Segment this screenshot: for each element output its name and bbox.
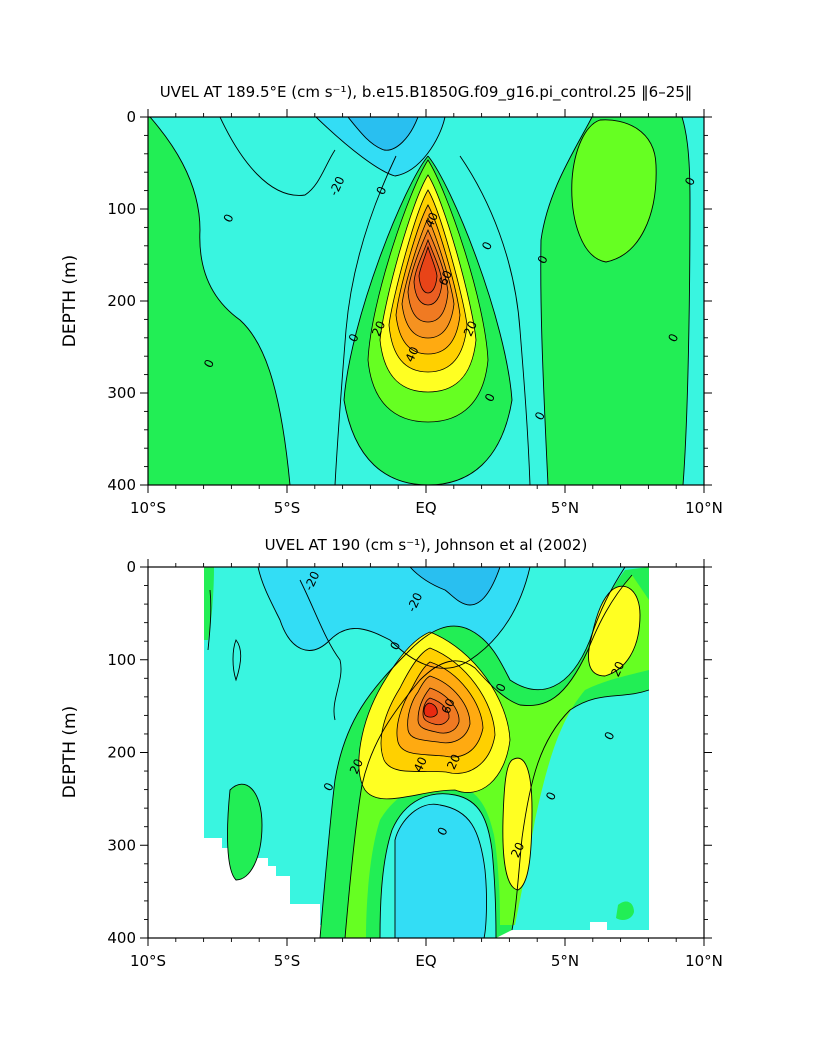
contour-lines-observations — [207, 567, 650, 938]
y-tick-label: 400 — [107, 929, 136, 947]
axes-observations: 10°S 5°S EQ 5°N 10°N 0 100 200 300 400 — [107, 558, 723, 970]
x-tick-label: 5°N — [551, 499, 579, 517]
patch-west-edge-obs — [204, 567, 214, 640]
contour-label: 40 — [411, 755, 430, 775]
contour-label: 60 — [436, 268, 455, 288]
contour-label: 60 — [439, 696, 458, 716]
y-tick-label: 200 — [107, 292, 136, 310]
contour-label: 20 — [347, 757, 366, 777]
y-axis-label-model: DEPTH (m) — [60, 255, 80, 347]
y-tick-label: 300 — [107, 836, 136, 854]
patch-south-obs — [227, 784, 262, 880]
euc-lens-obs — [358, 631, 511, 800]
band-necc-core — [571, 119, 657, 263]
y-tick-label: 200 — [107, 744, 136, 762]
contour-label: 20 — [608, 659, 627, 679]
band-necc-obs — [588, 586, 640, 676]
contour-fill-model — [148, 117, 704, 485]
x-tick-label: 10°N — [685, 499, 723, 517]
patch-northeast-obs — [616, 901, 634, 920]
contour-label: 20 — [508, 840, 527, 860]
panel-title-observations: UVEL AT 190 (cm s⁻¹), Johnson et al (200… — [265, 536, 588, 554]
contour-fill-observations — [204, 567, 649, 938]
y-tick-label: 100 — [107, 200, 136, 218]
contour-label: 20 — [369, 319, 388, 339]
axes-model: 10°S 5°S EQ 5°N 10°N 0 100 200 300 400 — [107, 108, 723, 517]
band-zero-south — [148, 117, 290, 485]
y-axis-label-observations: DEPTH (m) — [60, 706, 80, 798]
contour-label: 40 — [422, 210, 441, 230]
y-tick-label: 0 — [126, 558, 136, 576]
y-tick-label: 300 — [107, 384, 136, 402]
x-tick-label: 10°N — [685, 952, 723, 970]
euc-lens-model — [344, 156, 512, 485]
band-sec-2 — [348, 117, 418, 151]
y-tick-label: 0 — [126, 108, 136, 126]
contour-lines-model — [149, 117, 691, 485]
x-tick-label: 10°S — [130, 952, 166, 970]
y-tick-label: 400 — [107, 476, 136, 494]
panel-title-model: UVEL AT 189.5°E (cm s⁻¹), b.e15.B1850G.f… — [160, 83, 693, 102]
x-tick-label: 5°S — [274, 499, 301, 517]
y-tick-label: 100 — [107, 651, 136, 669]
band-sec-obs-2 — [410, 567, 500, 605]
contour-label: 20 — [444, 752, 463, 772]
band-deep-negative — [395, 804, 487, 938]
x-tick-label: EQ — [415, 952, 436, 970]
x-tick-label: EQ — [415, 499, 436, 517]
x-tick-label: 10°S — [130, 499, 166, 517]
x-tick-label: 5°N — [551, 952, 579, 970]
x-tick-label: 5°S — [274, 952, 301, 970]
contour-label: 20 — [461, 319, 480, 339]
contour-label: 40 — [403, 344, 422, 364]
band-tsuchiya-obs — [502, 758, 532, 890]
